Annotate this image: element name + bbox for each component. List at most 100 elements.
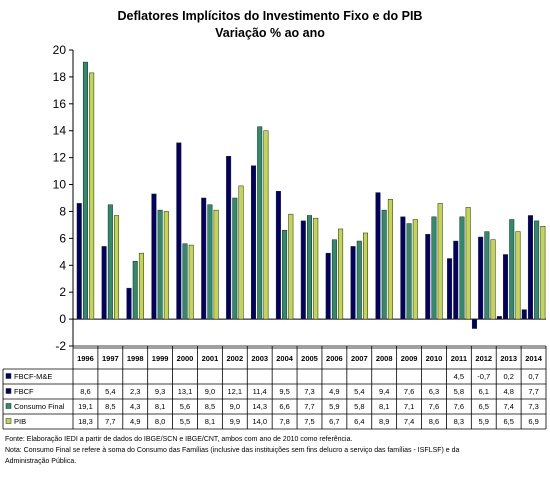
data-label-consumo-final: 8,5 [205, 402, 215, 411]
bar-fbcf-2012 [478, 236, 484, 320]
data-label-pib: 8,1 [205, 417, 215, 426]
y-tick-label: 14 [53, 124, 67, 138]
legend-label-consumo-final: Consumo Final [14, 402, 65, 411]
bar-consumo-final-2014 [534, 220, 540, 320]
data-label-consumo-final: 7,6 [429, 402, 439, 411]
bar-consumo-final-2011 [459, 216, 465, 320]
bar-consumo-final-2009 [406, 223, 412, 320]
x-tick-label: 2003 [251, 354, 268, 363]
x-tick-label: 2000 [177, 354, 194, 363]
x-tick-label: 2014 [525, 354, 543, 363]
data-label-fbcf: 5,8 [454, 387, 464, 396]
bar-fbcf-1997 [101, 246, 107, 320]
data-label-fbcf: 5,4 [354, 387, 364, 396]
x-tick-label: 2001 [202, 354, 219, 363]
bar-consumo-final-2012 [484, 231, 490, 320]
y-tick-label: 2 [59, 285, 66, 299]
bar-fbcf-2009 [400, 216, 406, 320]
bar-pib-1999 [163, 211, 169, 320]
bar-consumo-final-2005 [307, 215, 312, 320]
bar-consumo-final-2004 [282, 230, 288, 320]
data-label-fbcf: 7,3 [304, 387, 314, 396]
x-tick-label: 2007 [351, 354, 368, 363]
legend-label-fbcf: FBCF [14, 387, 34, 396]
x-tick-label: 2012 [475, 354, 492, 363]
data-label-pib: 8,0 [155, 417, 165, 426]
bar-pib-2007 [362, 232, 368, 320]
bar-consumo-final-2002 [232, 197, 238, 320]
bar-fbcf-2008 [375, 192, 381, 320]
bar-fbcf-1996 [76, 203, 82, 320]
bar-pib-2003 [263, 130, 269, 320]
data-label-fbcf: 7,6 [404, 387, 414, 396]
bar-pib-2013 [515, 231, 521, 320]
data-label-pib: 6,7 [329, 417, 339, 426]
x-tick-label: 1996 [77, 354, 94, 363]
bar-fbcf-2001 [201, 197, 207, 320]
data-label-consumo-final: 14,3 [252, 402, 267, 411]
data-label-consumo-final: 8,1 [155, 402, 165, 411]
data-label-consumo-final: 7,4 [503, 402, 513, 411]
data-label-consumo-final: 7,1 [404, 402, 414, 411]
data-label-fbcf: 11,4 [253, 387, 267, 396]
data-label-fbcf: 2,3 [130, 387, 140, 396]
bar-consumo-final-2008 [381, 209, 387, 320]
data-label-pib: 6,5 [503, 417, 513, 426]
y-tick-label: 20 [53, 43, 67, 57]
bar-consumo-final-1998 [132, 260, 138, 320]
data-label-pib: 7,8 [279, 417, 289, 426]
data-label-fbcf: 5,4 [105, 387, 115, 396]
bar-pib-2011 [465, 207, 471, 320]
data-label-fbcf: 9,5 [279, 387, 289, 396]
bar-fbcf-1998 [126, 287, 132, 320]
bar-consumo-final-2006 [331, 239, 337, 320]
bar-pib-2012 [490, 239, 496, 320]
data-label-fbcf-m-e: 0,2 [503, 372, 513, 381]
x-tick-label: 2010 [426, 354, 443, 363]
y-tick-label: -2 [55, 339, 66, 353]
bar-fbcf-m-e-2012 [471, 318, 477, 329]
data-label-consumo-final: 7,3 [528, 402, 538, 411]
y-tick-label: 18 [53, 70, 67, 84]
y-tick-label: 8 [59, 204, 66, 218]
bar-pib-2006 [338, 228, 344, 320]
legend-swatch-fbcf-m-e [5, 373, 12, 379]
y-axis: -2 0 2 4 6 8 10 12 14 16 18 20 [53, 43, 546, 353]
data-label-fbcf: 8,6 [80, 387, 90, 396]
data-label-consumo-final: 6,6 [279, 402, 289, 411]
bar-fbcf-2010 [425, 234, 431, 320]
x-tick-label: 2009 [401, 354, 418, 363]
y-tick-label: 12 [53, 151, 67, 165]
data-label-fbcf: 9,4 [379, 387, 389, 396]
y-tick-label: 6 [59, 231, 66, 245]
bar-consumo-final-2007 [356, 240, 362, 320]
data-label-pib: 5,9 [479, 417, 489, 426]
data-label-consumo-final: 8,1 [379, 402, 389, 411]
y-tick-label: 4 [59, 258, 66, 272]
bar-fbcf-2011 [453, 240, 459, 320]
bar-consumo-final-1997 [107, 204, 113, 320]
source-note: Fonte: Elaboração IEDI a partir de dados… [5, 436, 353, 443]
data-label-fbcf: 9,3 [155, 387, 165, 396]
bar-pib-2010 [437, 203, 443, 320]
data-label-fbcf-m-e: 0,7 [528, 372, 538, 381]
data-label-consumo-final: 19,1 [78, 402, 93, 411]
data-label-consumo-final: 8,5 [105, 402, 115, 411]
data-label-pib: 8,3 [454, 417, 464, 426]
bar-consumo-final-1996 [82, 61, 88, 320]
bar-pib-2001 [213, 209, 219, 320]
bar-consumo-final-2001 [207, 204, 213, 320]
bar-fbcf-2002 [226, 156, 232, 320]
bar-fbcf-2013 [503, 254, 509, 320]
bar-pib-2009 [412, 219, 418, 320]
bar-pib-1996 [89, 72, 95, 320]
bar-fbcf-m-e-2014 [521, 309, 527, 320]
data-label-consumo-final: 5,9 [329, 402, 339, 411]
x-tick-label: 1999 [152, 354, 169, 363]
bars [76, 61, 546, 329]
data-label-consumo-final: 7,6 [454, 402, 464, 411]
data-label-fbcf: 4,9 [329, 387, 339, 396]
y-tick-label: 0 [59, 312, 66, 326]
data-label-fbcf: 6,3 [429, 387, 439, 396]
